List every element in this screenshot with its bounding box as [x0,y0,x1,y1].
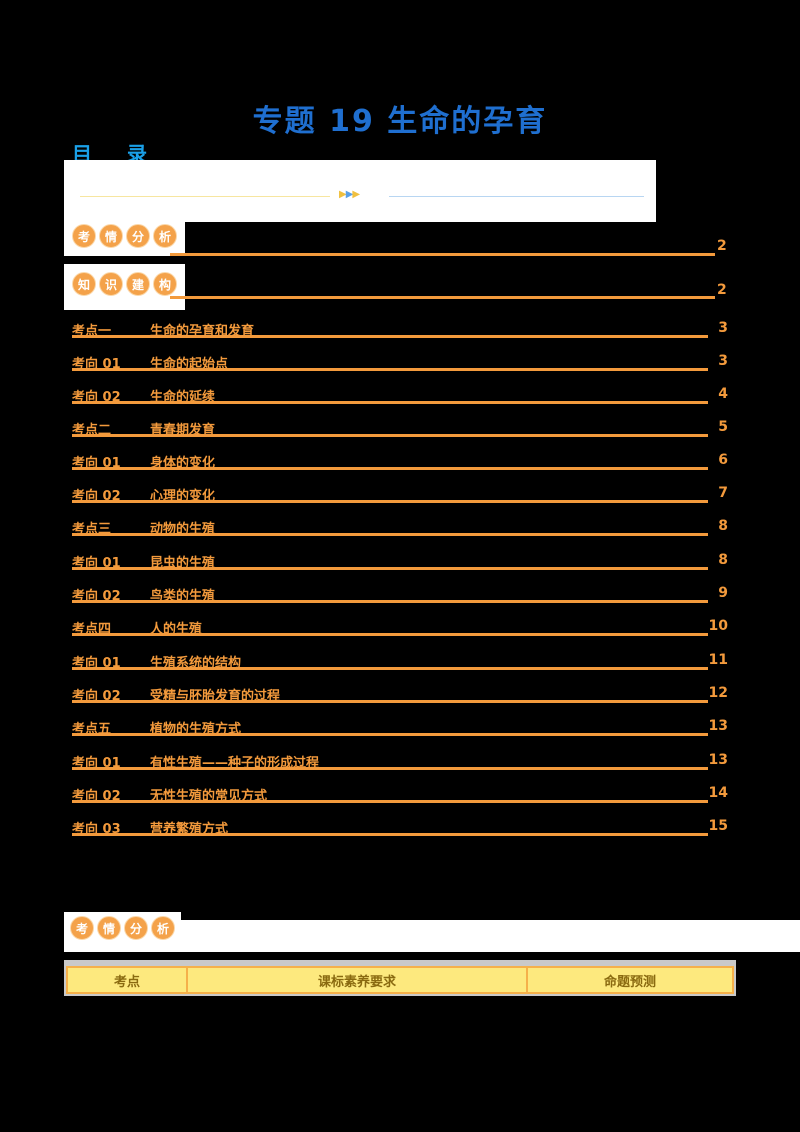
toc-text: 心理的变化 [150,489,216,504]
toc-key: 考向 02 [72,689,121,704]
toc-page-number: 5 [718,419,728,435]
toc-entry[interactable]: 考向 01 生命的起始点 3 [72,353,728,375]
toc-text: 身体的变化 [150,456,216,471]
section-badge-analysis[interactable]: 考 情 分 析 [64,218,185,256]
toc-key: 考点四 [72,622,112,637]
toc-page-number: 6 [718,452,728,468]
toc-page-number: 2 [717,282,727,298]
toc-key: 考向 01 [72,756,121,771]
toc-page-number: 13 [708,752,728,768]
header-cell-prediction: 命题预测 [526,966,734,994]
badge-char: 识 [99,272,123,296]
toc-page-number: 7 [718,485,728,501]
toc-key: 考向 01 [72,556,121,571]
toc-entry[interactable]: 考向 01 有性生殖——种子的形成过程 13 [72,752,728,774]
analysis-badge: 考 情 分 析 [64,912,181,950]
toc-text: 生命的孕育和发育 [150,324,255,339]
toc-page-number: 11 [708,652,728,668]
toc-entry[interactable]: 考向 01 昆虫的生殖 8 [72,552,728,574]
toc-text: 昆虫的生殖 [150,556,216,571]
toc-entry[interactable]: 考点二 青春期发育 5 [72,419,728,441]
toc-entry[interactable]: 考向 02 无性生殖的常见方式 14 [72,785,728,807]
toc-text: 营养繁殖方式 [150,822,229,837]
arrow-icon: ▶▶▶ [339,189,360,200]
toc-text: 受精与胚胎发育的过程 [150,689,281,704]
toc-entry[interactable]: 考点一 生命的孕育和发育 3 [72,320,728,342]
badge-char: 考 [72,224,96,248]
table-header-row: 考点 课标素养要求 命题预测 [66,966,734,994]
toc-text: 鸟类的生殖 [150,589,216,604]
badge-char: 分 [124,916,148,940]
toc-page-number: 9 [718,585,728,601]
toc-key: 考点二 [72,423,112,438]
badge-char: 情 [97,916,121,940]
toc-page-number: 4 [718,386,728,402]
badge-char: 情 [99,224,123,248]
toc-key: 考点一 [72,324,112,339]
toc-page-number: 15 [708,818,728,834]
toc-text: 动物的生殖 [150,522,216,537]
header-cell-requirements: 课标素养要求 [186,966,528,994]
badge-char: 考 [70,916,94,940]
toc-key: 考向 02 [72,489,121,504]
toc-key: 考向 02 [72,589,121,604]
toc-page-number: 14 [708,785,728,801]
toc-text: 青春期发育 [150,423,216,438]
toc-entry[interactable]: 考点三 动物的生殖 8 [72,518,728,540]
toc-page-number: 10 [708,618,728,634]
toc-text: 生命的延续 [150,390,216,405]
toc-key: 考点三 [72,522,112,537]
header-cell-kaodian: 考点 [66,966,188,994]
badge-char: 分 [126,224,150,248]
section-badge-knowledge[interactable]: 知 识 建 构 [64,264,185,310]
toc-page-number: 3 [718,353,728,369]
toc-text: 生命的起始点 [150,357,229,372]
toc-page-number: 13 [708,718,728,734]
toc-text: 生殖系统的结构 [150,656,242,671]
divider-line-left [80,196,330,197]
toc-text: 植物的生殖方式 [150,722,242,737]
toc-key: 考向 02 [72,390,121,405]
toc-page-number: 3 [718,320,728,336]
badge-char: 析 [153,224,177,248]
toc-page-number: 12 [708,685,728,701]
analysis-table: 考点 课标素养要求 命题预测 [66,966,734,994]
toc-text: 无性生殖的常见方式 [150,789,268,804]
toc-leader-line [170,296,715,299]
toc-entry[interactable]: 考点四 人的生殖 10 [72,618,728,640]
toc-entry[interactable]: 考向 02 鸟类的生殖 9 [72,585,728,607]
toc-entry[interactable]: 考点五 植物的生殖方式 13 [72,718,728,740]
toc-entry[interactable]: 考向 01 身体的变化 6 [72,452,728,474]
toc-entry[interactable]: 考向 03 营养繁殖方式 15 [72,818,728,840]
toc-page-number: 2 [717,238,727,254]
toc-entry[interactable]: 考向 02 心理的变化 7 [72,485,728,507]
toc-key: 考向 01 [72,656,121,671]
badge-char: 构 [153,272,177,296]
badge-char: 知 [72,272,96,296]
toc-key: 考向 03 [72,822,121,837]
toc-text: 人的生殖 [150,622,203,637]
toc-key: 考向 02 [72,789,121,804]
toc-entry[interactable]: 考向 01 生殖系统的结构 11 [72,652,728,674]
toc-page-number: 8 [718,552,728,568]
divider-band: ▶▶▶ [64,160,656,222]
toc-key: 考点五 [72,722,112,737]
toc-key: 考向 01 [72,357,121,372]
toc-leader-line [170,253,715,256]
toc-entry[interactable]: 考向 02 受精与胚胎发育的过程 12 [72,685,728,707]
toc-page-number: 8 [718,518,728,534]
badge-char: 析 [151,916,175,940]
badge-char: 建 [126,272,150,296]
toc-key: 考向 01 [72,456,121,471]
page-title: 专题 19 生命的孕育 [252,104,548,139]
analysis-header-band [64,920,800,952]
toc-text: 有性生殖——种子的形成过程 [150,756,320,771]
toc-entry[interactable]: 考向 02 生命的延续 4 [72,386,728,408]
divider-line-right [389,196,644,197]
